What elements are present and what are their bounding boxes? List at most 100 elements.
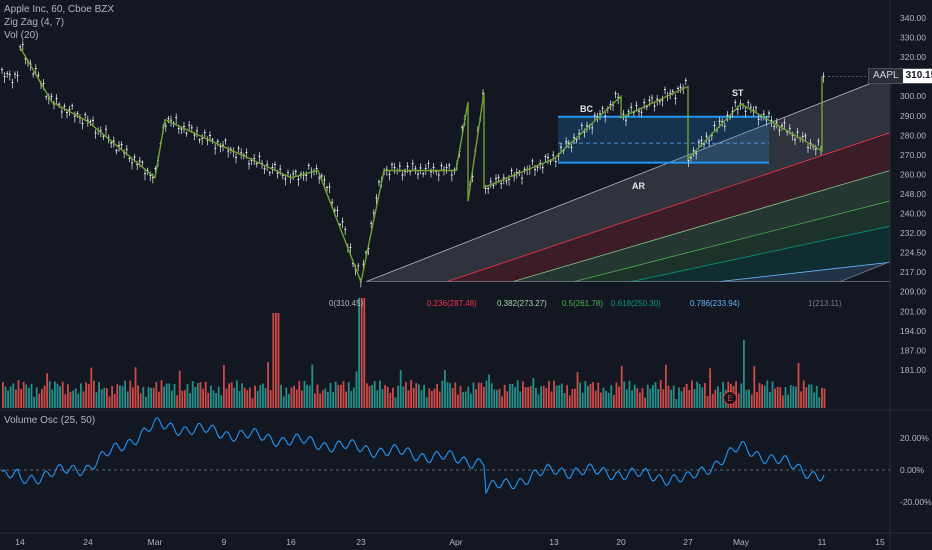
price-tick-label: 232.00: [900, 228, 926, 238]
volume-bar: [373, 381, 376, 408]
volume-bar: [633, 384, 636, 408]
volume-bar: [100, 389, 103, 408]
fan-line: [512, 170, 891, 283]
volume-bar: [363, 298, 366, 408]
time-tick-label: 15: [875, 537, 885, 547]
time-tick-label: 9: [222, 537, 227, 547]
last-price: 310.15: [902, 69, 932, 83]
volume-bar: [685, 383, 688, 408]
volume-bar: [709, 368, 711, 408]
volume-bar: [740, 383, 743, 408]
volume-bar: [594, 390, 597, 408]
volume-bar: [321, 390, 324, 408]
price-tick-label: 330.00: [900, 33, 926, 43]
range-box[interactable]: [558, 115, 769, 164]
volume-bar: [753, 366, 756, 408]
volume-bar: [423, 384, 425, 408]
volume-bar: [524, 387, 527, 408]
volume-bars: [2, 298, 826, 408]
price-tick-label: 280.00: [900, 130, 926, 140]
volume-bar: [428, 388, 431, 408]
zigzag-legend[interactable]: Zig Zag (4, 7): [4, 17, 65, 28]
volume-bar: [306, 384, 308, 408]
volume-bar: [800, 391, 802, 408]
volume-bar: [813, 392, 815, 408]
volume-bar: [46, 373, 48, 408]
volume-bar: [197, 382, 199, 408]
volume-bar: [233, 387, 236, 408]
osc-tick-label: -20.00%: [900, 497, 932, 507]
volume-bar: [246, 390, 249, 408]
price-tick-label: 181.00: [900, 365, 926, 375]
price-tick-label: 240.00: [900, 209, 926, 219]
volume-bar: [191, 381, 194, 408]
price-tick-label: 300.00: [900, 91, 926, 101]
volume-legend[interactable]: Vol (20): [4, 30, 39, 41]
volume-bar: [545, 388, 548, 408]
volume-bar: [688, 390, 691, 408]
chart-title[interactable]: Apple Inc, 60, Cboe BZX: [4, 4, 115, 15]
volume-bar: [610, 385, 613, 408]
volume-bar: [769, 391, 771, 408]
volume-bar: [215, 393, 217, 408]
time-tick-label: May: [733, 537, 750, 547]
volume-bar: [381, 388, 384, 408]
volume-bar: [459, 385, 462, 408]
volume-bar: [147, 386, 150, 408]
volume-bar: [28, 387, 30, 408]
volume-bar: [280, 384, 282, 408]
volume-bar: [61, 381, 64, 408]
volume-bar: [15, 389, 17, 408]
time-tick-label: 14: [15, 537, 25, 547]
volume-bar: [540, 386, 542, 408]
volume-bar: [558, 385, 561, 408]
volume-bar: [584, 380, 587, 408]
volume-bar: [158, 391, 160, 408]
volume-bar: [124, 380, 126, 408]
volume-bar: [178, 370, 181, 408]
volume-bar: [316, 384, 319, 408]
price-tick-label: 340.00: [900, 13, 926, 23]
volume-bar: [327, 391, 329, 408]
volume-bar: [80, 383, 82, 408]
volume-bar: [12, 383, 15, 408]
volume-bar: [308, 385, 311, 408]
volume-bar: [256, 390, 259, 408]
volume-bar: [108, 396, 111, 408]
volume-bar: [620, 365, 623, 408]
volume-bar: [184, 390, 186, 408]
volume-bar: [501, 396, 503, 408]
volume-bar: [332, 391, 334, 408]
volume-bar: [493, 389, 496, 408]
volume-bar: [334, 381, 337, 408]
volume-bar: [56, 383, 59, 408]
volume-bar: [272, 313, 275, 408]
volume-bar: [340, 384, 342, 408]
price-tick-label: 194.00: [900, 326, 926, 336]
fan-line: [573, 200, 891, 283]
volume-bar: [262, 383, 264, 408]
volume-bar: [48, 381, 51, 408]
volume-bar: [784, 387, 787, 408]
fan-band: [719, 261, 890, 282]
volume-bar: [441, 380, 444, 408]
volume-bar: [691, 380, 693, 408]
volume-bar: [683, 387, 685, 408]
fan-line: [365, 75, 891, 283]
volume-bar: [457, 394, 459, 408]
event-marker[interactable]: E: [723, 391, 737, 405]
volume-bar: [748, 389, 750, 408]
zigzag-path: [19, 46, 823, 285]
volume-bar: [652, 385, 654, 408]
price-tick-label: 248.00: [900, 189, 926, 199]
volume-bar: [815, 385, 818, 408]
fibonacci-fan[interactable]: [365, 75, 891, 283]
annotation-st: ST: [732, 88, 744, 98]
volume-bar: [431, 391, 433, 408]
volume-bar: [311, 364, 314, 408]
oscillator-legend[interactable]: Volume Osc (25, 50): [4, 415, 96, 426]
volume-bar: [532, 377, 535, 408]
oscillator-line: [1, 417, 825, 494]
volume-bar: [823, 388, 826, 408]
volume-bar: [792, 386, 795, 408]
